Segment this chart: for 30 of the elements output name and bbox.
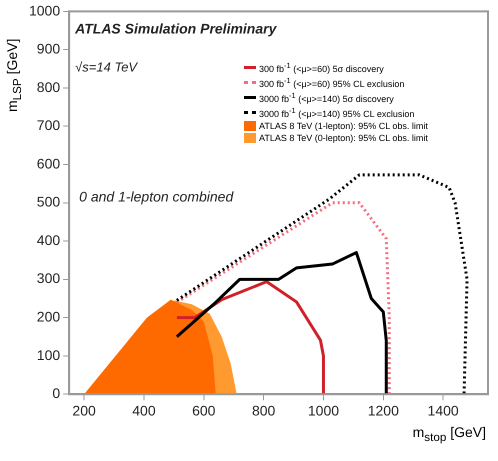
y-tick-label: 500 — [36, 194, 60, 210]
x-tick-label: 1200 — [368, 402, 400, 418]
x-tick-label: 200 — [72, 402, 96, 418]
annotation: √s=14 TeV — [75, 59, 138, 74]
annotation: 0 and 1-lepton combined — [79, 188, 234, 204]
y-tick-label: 600 — [36, 155, 60, 172]
y-tick-label: 1000 — [28, 2, 60, 18]
y-tick-label: 800 — [36, 78, 60, 95]
line-series — [175, 173, 469, 394]
x-axis-title: m$_{stop}$ [GeV] — [412, 424, 486, 444]
y-tick-label: 900 — [36, 40, 60, 57]
x-tick-label: 800 — [252, 402, 276, 418]
x-tick-label: 1400 — [428, 402, 459, 418]
y-tick-label: 400 — [36, 232, 60, 248]
annotation: ATLAS Simulation Preliminary — [74, 20, 278, 36]
legend-label: ATLAS 8 TeV (0-lepton): 95% CL obs. limit — [259, 132, 428, 144]
legend-label: 3000 fb$^{-1}$ (<μ>=140) 95% CL exclusion — [259, 105, 414, 120]
legend-label: 300 fb$^{-1}$ (<μ>=60) 5σ discovery — [259, 60, 384, 75]
y-tick-label: 300 — [36, 270, 60, 286]
y-tick-label: 100 — [36, 346, 60, 363]
x-tick-label: 600 — [192, 402, 216, 418]
y-tick-label: 200 — [36, 308, 60, 324]
legend-label: 3000 fb$^{-1}$ (<μ>=140) 5σ discovery — [259, 90, 394, 105]
legend-label: ATLAS 8 TeV (1-lepton): 95% CL obs. limit — [259, 120, 428, 132]
y-tick-label: 0 — [52, 385, 60, 402]
line-series — [175, 201, 391, 394]
y-tick-label: 700 — [36, 117, 60, 134]
x-tick-label: 400 — [132, 402, 156, 418]
x-tick-label: 1000 — [308, 402, 340, 418]
legend-label: 300 fb$^{-1}$ (<μ>=60) 95% CL exclusion — [259, 75, 404, 90]
